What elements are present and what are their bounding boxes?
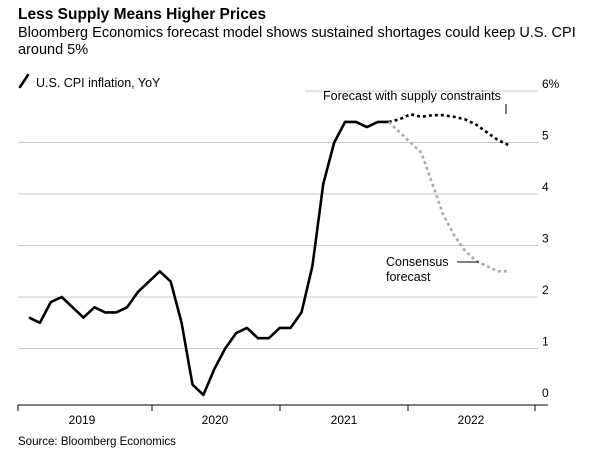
y-tick-label: 2	[542, 283, 549, 297]
x-tick-label: 2021	[331, 413, 358, 427]
y-tick-label: 1	[542, 335, 549, 349]
y-tick-label: 5	[542, 129, 549, 143]
source-note: Source: Bloomberg Economics	[18, 436, 176, 448]
annotation-label: Consensus	[386, 255, 449, 269]
series-line-1	[388, 112, 510, 147]
series-line-2	[387, 120, 509, 273]
series-line-0	[28, 120, 389, 397]
chart-title: Less Supply Means Higher Prices	[18, 6, 267, 23]
y-tick-label: 0	[542, 386, 549, 400]
annotation-label: Forecast with supply constraints	[323, 89, 501, 103]
annotation-label: forecast	[386, 270, 431, 284]
legend-swatch	[18, 73, 30, 89]
chart-subtitle: Bloomberg Economics forecast model shows…	[18, 25, 576, 58]
legend-label: U.S. CPI inflation, YoY	[36, 76, 161, 90]
y-tick-label: 3	[542, 232, 549, 246]
x-tick-label: 2022	[458, 413, 485, 427]
y-tick-label: 6%	[542, 77, 560, 91]
x-tick-label: 2020	[202, 413, 229, 427]
x-tick-label: 2019	[69, 413, 96, 427]
y-tick-label: 4	[542, 180, 549, 194]
